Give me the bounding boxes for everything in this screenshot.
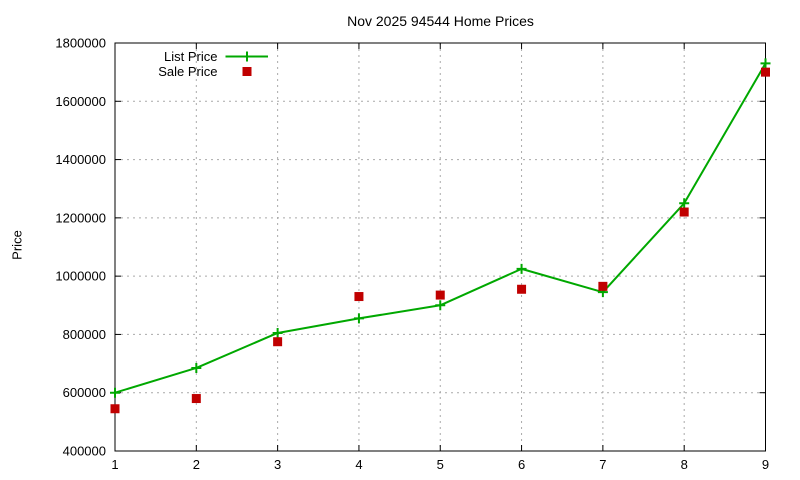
y-tick-label: 1600000 xyxy=(55,94,106,109)
chart-title: Nov 2025 94544 Home Prices xyxy=(347,13,534,29)
data-point-list-price xyxy=(435,300,446,311)
y-tick-label: 800000 xyxy=(63,327,106,342)
y-tick-label: 1200000 xyxy=(55,210,106,225)
x-tick-label: 9 xyxy=(762,457,769,472)
data-point-sale-price xyxy=(517,284,527,294)
data-point-sale-price xyxy=(598,281,608,291)
data-point-list-price xyxy=(272,327,283,338)
legend-label-list-price: List Price xyxy=(164,49,217,64)
legend-sample-marker-list-price xyxy=(242,51,252,62)
x-tick-label: 3 xyxy=(274,457,281,472)
x-tick-label: 5 xyxy=(437,457,444,472)
data-point-sale-price xyxy=(435,290,445,300)
y-tick-label: 400000 xyxy=(63,444,106,459)
y-tick-label: 1800000 xyxy=(55,36,106,51)
data-point-list-price xyxy=(516,263,527,274)
data-point-list-price xyxy=(679,198,690,209)
data-point-list-price xyxy=(191,362,202,373)
x-tick-label: 4 xyxy=(355,457,362,472)
data-point-sale-price xyxy=(354,292,364,302)
x-tick-label: 1 xyxy=(111,457,118,472)
data-point-list-price xyxy=(760,58,771,69)
data-point-sale-price xyxy=(110,404,120,414)
y-tick-label: 600000 xyxy=(63,385,106,400)
x-tick-label: 6 xyxy=(518,457,525,472)
x-tick-label: 8 xyxy=(681,457,688,472)
legend-label-sale-price: Sale Price xyxy=(158,64,217,79)
data-point-sale-price xyxy=(761,67,770,77)
x-tick-label: 2 xyxy=(193,457,200,472)
y-tick-label: 1000000 xyxy=(55,269,106,284)
data-point-sale-price xyxy=(191,394,201,404)
x-tick-label: 7 xyxy=(599,457,606,472)
data-point-list-price xyxy=(110,387,120,398)
y-tick-label: 1400000 xyxy=(55,152,106,167)
legend-sample-marker-sale-price xyxy=(242,67,252,76)
data-point-list-price xyxy=(353,313,364,324)
data-point-sale-price xyxy=(679,207,689,217)
data-point-sale-price xyxy=(273,337,283,347)
